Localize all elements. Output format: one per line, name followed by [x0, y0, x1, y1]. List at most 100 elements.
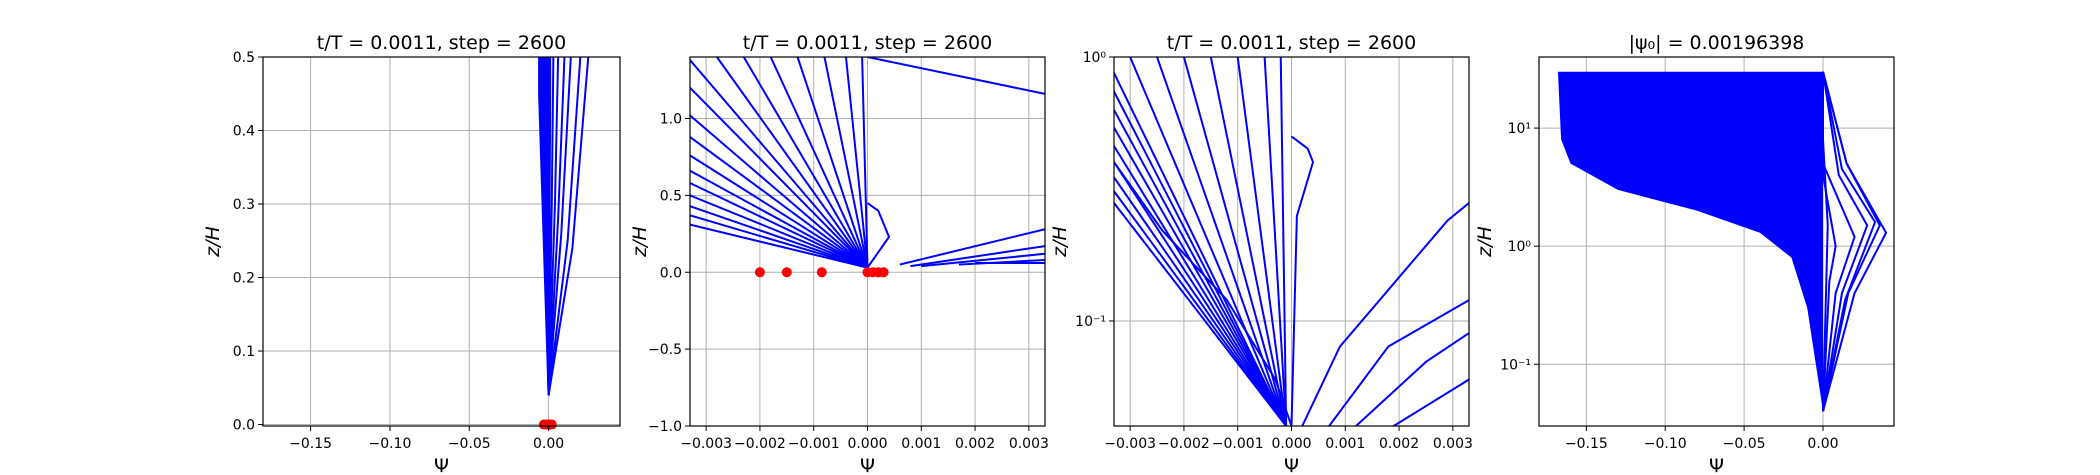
profile-line-lf-13	[1209, 57, 1288, 426]
profile-line-fan-15	[796, 57, 869, 268]
x-tick-label: 0.003	[1009, 436, 1049, 452]
profile-line-fan-09	[690, 114, 869, 269]
profile-line-lf-15	[1263, 57, 1288, 426]
chart-panel-1: −0.15 −0.10 −0.05 0.00 0.0 0.1 0.2 0.3 0.4 0.5 t/T…	[202, 32, 621, 475]
profile-line-rf-03	[1355, 332, 1469, 426]
profile-line-fan-14	[769, 57, 869, 269]
profile-line-lf-16	[1279, 57, 1288, 426]
marker-point	[542, 419, 553, 430]
x-axis-label: Ψ	[860, 455, 875, 475]
y-axis-label: z/H	[1474, 226, 1496, 258]
marker-point	[781, 267, 792, 278]
y-tick-label: 10⁻¹	[1500, 357, 1531, 373]
x-tick-label: −0.15	[1565, 436, 1608, 452]
x-tick-label: 0.002	[955, 436, 995, 452]
profile-line-lf-07	[1114, 109, 1287, 426]
profile-line-fan-12	[716, 57, 869, 269]
marker-point	[754, 267, 765, 278]
plot-area	[1557, 71, 1888, 412]
profile-line-lf-04	[1114, 161, 1287, 426]
x-axis-label: Ψ	[1709, 455, 1724, 475]
chart-title: t/T = 0.0011, step = 2600	[1167, 32, 1416, 54]
profile-line-lf-01	[1114, 202, 1287, 426]
x-tick-label: 0.000	[847, 436, 887, 452]
x-tick-label: 0.001	[901, 436, 941, 452]
profile-line-r-04	[1822, 71, 1869, 412]
profile-line-rf-02	[1328, 299, 1469, 426]
x-tick-label: 0.00	[1807, 436, 1838, 452]
profile-line-lf-08	[1114, 91, 1288, 426]
profile-line-fan-16	[823, 57, 869, 268]
y-tick-label: 0.0	[660, 265, 682, 281]
y-tick-label: 10⁰	[1083, 50, 1107, 66]
y-axis-label: z/H	[202, 226, 224, 258]
x-tick-label: −0.10	[368, 436, 411, 452]
profile-line-low-02	[910, 245, 1045, 268]
y-tick-label: 0.4	[233, 124, 255, 140]
profile-line-fan-06	[690, 169, 868, 269]
y-tick-label: 0.5	[660, 188, 682, 204]
x-tick-label: 0.002	[1379, 436, 1419, 452]
y-tick-label: −1.0	[648, 419, 682, 435]
profile-line-lf-14	[1236, 57, 1288, 426]
profile-line-p14	[547, 57, 590, 396]
profile-line-low-03	[921, 252, 1045, 268]
profile-line-bulge	[866, 202, 891, 269]
profile-line-bulge	[1290, 135, 1315, 426]
profile-line-far-01	[867, 57, 1045, 95]
chart-title: t/T = 0.0011, step = 2600	[743, 32, 992, 54]
x-tick-label: 0.003	[1433, 436, 1473, 452]
x-tick-label: −0.10	[1644, 436, 1687, 452]
marker-point	[873, 267, 884, 278]
profile-line-fan-17	[844, 57, 869, 268]
profile-line-r-07	[1822, 71, 1888, 412]
profile-line-fan-07	[690, 154, 869, 269]
profile-line-p09	[547, 57, 555, 396]
axes-frame	[1538, 56, 1895, 427]
profile-line-lf-11	[1156, 57, 1288, 426]
profile-line-lf-10	[1129, 57, 1288, 426]
y-tick-label: 1.0	[660, 112, 682, 128]
profile-line-lf-02	[1114, 190, 1287, 426]
x-tick-label: −0.003	[1104, 436, 1156, 452]
profile-line-fan-03	[690, 205, 868, 269]
y-axis-label: z/H	[1049, 226, 1071, 258]
profile-line-fan-18	[861, 57, 869, 268]
profile-line-rf-04	[1393, 378, 1469, 426]
profile-line-lf-03	[1114, 176, 1287, 426]
profile-line-kink-01	[1114, 161, 1293, 426]
profile-line-p10	[547, 57, 560, 396]
profile-line-lf-12	[1182, 57, 1288, 426]
profile-line-lf-09	[1114, 72, 1288, 426]
profile-line-r-03	[1822, 71, 1856, 412]
profile-line-p13	[547, 57, 582, 396]
plot-area	[1114, 57, 1469, 426]
profile-line-rf-01	[1301, 202, 1469, 426]
profile-line-fan-01	[690, 223, 868, 269]
profile-line-fan-11	[690, 59, 869, 269]
y-tick-label: 0.2	[233, 271, 255, 287]
y-tick-label: 0.1	[233, 344, 255, 360]
profile-line-fan-04	[690, 194, 868, 269]
profile-line-fan-02	[690, 214, 868, 269]
profile-line-fan-13	[742, 57, 869, 269]
x-tick-label: −0.002	[1158, 436, 1210, 452]
x-tick-label: 0.000	[1271, 436, 1311, 452]
profile-line-p11	[547, 57, 566, 396]
y-tick-label: −0.5	[648, 342, 682, 358]
chart-title: t/T = 0.0011, step = 2600	[317, 32, 566, 54]
x-tick-label: −0.002	[734, 436, 786, 452]
x-tick-label: 0.001	[1325, 436, 1365, 452]
profile-line-fan-05	[690, 182, 868, 269]
y-tick-label: 10⁰	[1508, 239, 1532, 255]
profile-line-low-01	[899, 228, 1045, 266]
y-tick-label: 0.3	[233, 197, 255, 213]
profile-line-fan-10	[690, 87, 869, 269]
x-axis-label: Ψ	[1284, 455, 1299, 475]
y-tick-label: 0.5	[233, 50, 255, 66]
chart-panel-2: −0.003 −0.002 −0.001 0.000 0.001 0.002 0.003 −1…	[629, 32, 1049, 475]
axes-frame	[262, 56, 621, 427]
marker-point	[816, 267, 827, 278]
chart-panel-4: −0.15 −0.10 −0.05 0.00 10⁻¹ 10⁰ 10¹ |ψ₀| = 0.00…	[1474, 32, 1895, 475]
chart-panel-3: −0.003 −0.002 −0.001 0.000 0.001 0.002 0.003 10…	[1049, 32, 1473, 475]
